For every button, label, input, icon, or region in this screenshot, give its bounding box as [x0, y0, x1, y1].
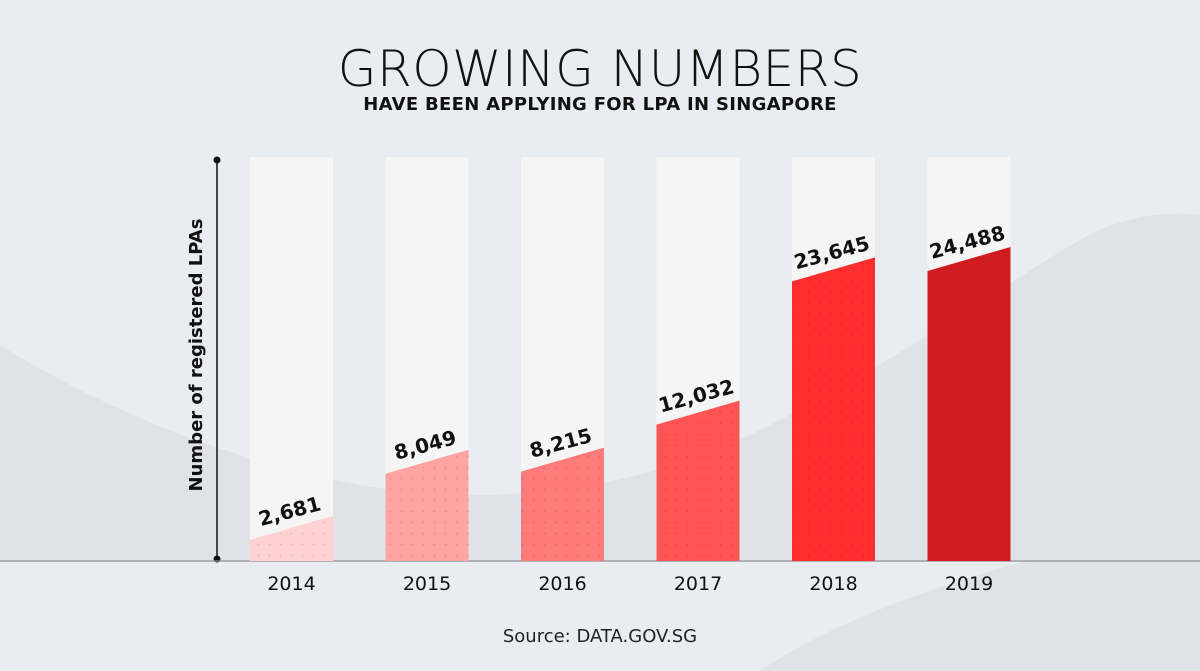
x-tick-label: 2014: [267, 573, 315, 595]
y-axis-label: Number of registered LPAs: [186, 219, 207, 492]
bar-texture: [521, 447, 604, 561]
source-note: Source: DATA.GOV.SG: [502, 626, 698, 647]
x-tick-label: 2017: [674, 573, 722, 595]
x-tick-label: 2018: [809, 573, 857, 595]
bar-texture: [792, 257, 875, 561]
chart-title: GROWING NUMBERS: [337, 40, 863, 98]
bar-track: [250, 157, 333, 561]
bar-texture: [385, 449, 469, 561]
bar-texture: [250, 515, 333, 561]
x-tick-label: 2016: [538, 573, 586, 595]
x-tick-label: 2015: [403, 573, 451, 595]
bar-texture: [656, 400, 740, 561]
x-tick-label: 2019: [945, 573, 993, 595]
bar-texture: [927, 246, 1011, 562]
chart-subtitle: HAVE BEEN APPLYING FOR LPA IN SINGAPORE: [363, 94, 837, 115]
y-axis: [213, 156, 221, 563]
